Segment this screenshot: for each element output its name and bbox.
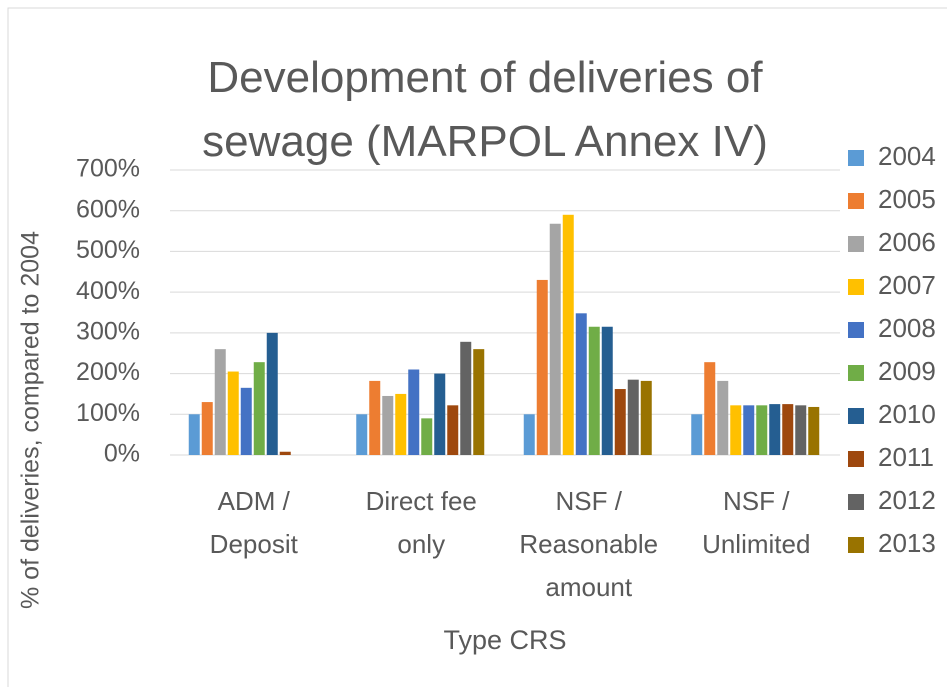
bar [523, 414, 535, 455]
legend-swatch [848, 451, 864, 467]
y-tick-label: 0% [104, 440, 140, 468]
bar [382, 395, 394, 455]
bar [188, 414, 200, 455]
bar [691, 414, 703, 455]
bar [756, 405, 768, 455]
bar [601, 326, 613, 455]
legend-swatch [848, 236, 864, 252]
y-tick-label: 400% [76, 277, 140, 305]
y-tick-label: 500% [76, 236, 140, 264]
bar [782, 404, 794, 455]
bar [279, 451, 291, 455]
bar [808, 406, 820, 455]
legend-label: 2004 [878, 141, 936, 171]
legend-label: 2011 [878, 442, 934, 472]
bar [460, 341, 472, 455]
legend-swatch [848, 537, 864, 553]
legend-swatch [848, 279, 864, 295]
y-tick-label: 600% [76, 195, 140, 223]
bar [201, 402, 213, 455]
bar [266, 332, 278, 455]
y-tick-label: 100% [76, 399, 140, 427]
legend-swatch [848, 150, 864, 166]
legend-label: 2009 [878, 356, 936, 386]
bar [704, 362, 716, 455]
x-tick-label: NSF / Reasonable amount [519, 486, 659, 602]
y-tick-label: 700% [76, 155, 140, 183]
y-tick-label: 300% [76, 317, 140, 345]
bar [717, 380, 729, 455]
legend-label: 2013 [878, 528, 936, 558]
bar [356, 414, 368, 455]
bar [588, 326, 600, 455]
legend-swatch [848, 494, 864, 510]
bar [549, 223, 561, 455]
legend-label: 2007 [878, 270, 936, 300]
bar [562, 214, 574, 455]
bar [447, 405, 459, 455]
bar [473, 349, 485, 455]
bar [434, 373, 446, 455]
bar [227, 371, 239, 455]
bar [730, 405, 742, 455]
legend-label: 2010 [878, 399, 936, 429]
legend-swatch [848, 193, 864, 209]
legend-label: 2006 [878, 227, 936, 257]
legend-label: 2012 [878, 485, 936, 515]
bar [240, 387, 252, 455]
chart-frame [7, 7, 947, 687]
bar [253, 362, 265, 455]
bar [214, 349, 226, 455]
bar [408, 369, 420, 455]
bar [575, 313, 587, 455]
legend-label: 2008 [878, 313, 936, 343]
legend-swatch [848, 408, 864, 424]
bar [369, 380, 381, 455]
legend-label: 2005 [878, 184, 936, 214]
x-tick-label: ADM / Deposit [209, 486, 298, 559]
bar [421, 418, 433, 455]
y-axis-title: % of deliveries, compared to 2004 [17, 231, 45, 609]
legend-swatch [848, 365, 864, 381]
x-tick-label: NSF / Unlimited [702, 486, 811, 559]
bar [795, 405, 807, 455]
x-axis-title: Type CRS [443, 625, 567, 655]
legend-swatch [848, 322, 864, 338]
bar [614, 389, 626, 455]
bar [627, 379, 639, 455]
bar [395, 393, 407, 455]
y-tick-label: 200% [76, 358, 140, 386]
bar [743, 405, 755, 455]
chart-title: Development of deliveries of sewage (MAR… [202, 53, 768, 166]
bar [536, 279, 548, 455]
bar [769, 404, 781, 455]
bar [640, 380, 652, 455]
x-tick-label: Direct fee only [365, 486, 477, 559]
